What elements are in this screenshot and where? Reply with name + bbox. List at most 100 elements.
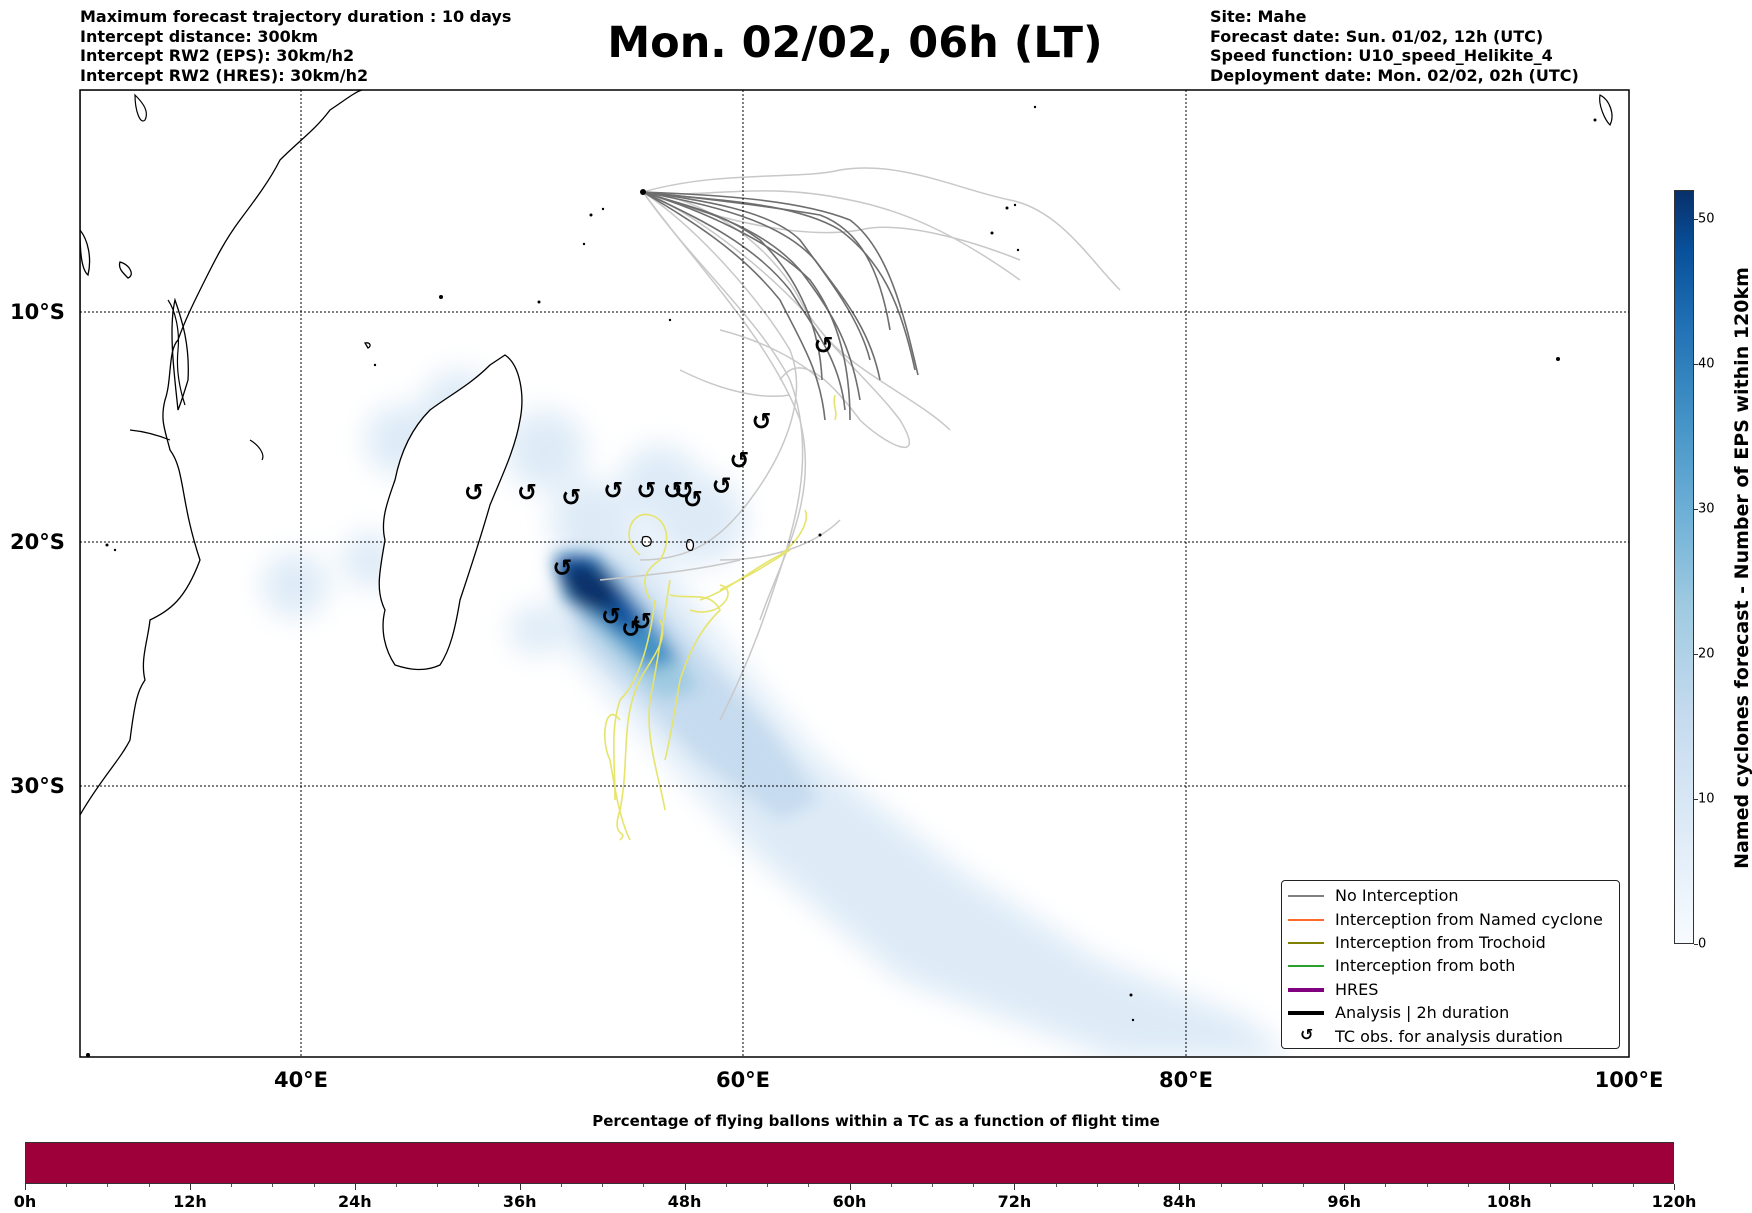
map-legend: No Interception Interception from Named … [1281, 880, 1620, 1049]
flight-time-colorbar-minor-tick [478, 1184, 480, 1187]
flight-time-colorbar-tickmark [189, 1184, 191, 1190]
density-colorbar-tick-label: 50 [1698, 211, 1715, 227]
tc-obs-marker: ↺ [552, 554, 572, 582]
flight-time-colorbar-minor-tick [808, 1184, 810, 1187]
lat-lon-grid [80, 90, 1629, 1057]
flight-time-colorbar-tickmark [1014, 1184, 1016, 1190]
flight-time-colorbar-minor-tick [1632, 1184, 1634, 1187]
tc-obs-marker: ↺ [752, 407, 772, 435]
header-intercept-hres: Intercept RW2 (HRES): 30km/h2 [80, 65, 369, 85]
lon-tick-80e: 80°E [1158, 1068, 1214, 1092]
tc-obs-marker: ↺ [663, 476, 683, 504]
header-intercept-distance: Intercept distance: 300km [80, 26, 319, 46]
tc-obs-marker: ↺ [712, 472, 732, 500]
tc-obs-marker: ↺ [632, 608, 652, 636]
flight-time-colorbar [25, 1142, 1674, 1184]
lat-tick-20s: 20°S [10, 530, 65, 554]
header-left-info: Maximum forecast trajectory duration : 1… [80, 7, 511, 85]
page-title: Mon. 02/02, 06h (LT) [607, 18, 1103, 68]
map-frame [79, 89, 1630, 1058]
flight-time-colorbar-tickmark [25, 1184, 26, 1190]
density-colorbar-tickmark [1694, 364, 1698, 365]
tc-obs-marker: ↺ [464, 479, 484, 507]
header-intercept-eps: Intercept RW2 (EPS): 30km/h2 [80, 46, 355, 65]
lon-tick-100e: 100°E [1594, 1068, 1664, 1092]
density-colorbar-tickmark [1694, 799, 1698, 800]
flight-time-colorbar-minor-tick [1467, 1184, 1469, 1187]
lakes [129, 93, 1613, 461]
flight-time-colorbar-tickmark [1344, 1184, 1346, 1190]
flight-time-colorbar-minor-tick [767, 1184, 769, 1187]
trajectory-lines-yellow [604, 394, 837, 841]
flight-time-colorbar-tickmark [684, 1184, 686, 1190]
tc-obs-marker: ↺ [813, 332, 833, 360]
density-colorbar-tickmark [1694, 219, 1698, 220]
lon-tick-60e: 60°E [715, 1068, 771, 1092]
header-forecast-date: Forecast date: Sun. 01/02, 12h (UTC) [1210, 26, 1544, 46]
tc-obs-markers: ↺↺↺↺↺↺↺↺↺↺↺↺↺↺ ↺↺ [464, 332, 834, 643]
header-max-duration: Maximum forecast trajectory duration : 1… [80, 7, 512, 26]
madagascar-coast [378, 354, 523, 671]
flight-time-colorbar-tick-label: 36h [502, 1192, 537, 1211]
flight-time-colorbar-minor-tick [1055, 1184, 1057, 1187]
flight-time-colorbar-minor-tick [437, 1184, 439, 1187]
flight-time-colorbar-tickmark [1179, 1184, 1181, 1190]
legend-label-named-cyclone: Interception from Named cyclone [1335, 910, 1603, 929]
header-site: Site: Mahe [1210, 7, 1307, 26]
legend-swatch-trochoid [1288, 942, 1324, 944]
flight-time-colorbar-minor-tick [973, 1184, 975, 1187]
density-colorbar-tick-label: 20 [1698, 646, 1715, 662]
density-colorbar-tickmark [1694, 654, 1698, 655]
tc-obs-icon: ↺ [1300, 1025, 1314, 1044]
tc-obs-marker: ↺ [636, 476, 656, 504]
legend-label-analysis: Analysis | 2h duration [1335, 1003, 1510, 1022]
lat-tick-10s: 10°S [10, 300, 65, 324]
flight-time-colorbar-minor-tick [107, 1184, 109, 1187]
density-colorbar-tick-label: 10 [1698, 791, 1715, 807]
reunion-island [641, 535, 652, 547]
flight-time-colorbar-tickmark [1509, 1184, 1511, 1190]
header-right-info: Site: Mahe Forecast date: Sun. 01/02, 12… [1210, 7, 1579, 85]
flight-time-colorbar-minor-tick [1138, 1184, 1140, 1187]
legend-label-both: Interception from both [1335, 956, 1516, 975]
tc-obs-marker: ↺ [603, 476, 623, 504]
legend-swatch-named-cyclone [1288, 919, 1324, 921]
density-colorbar-tickmark [1694, 509, 1698, 510]
flight-time-colorbar-minor-tick [148, 1184, 150, 1187]
flight-time-colorbar-minor-tick [1550, 1184, 1552, 1187]
tc-obs-marker: ↺ [561, 483, 581, 511]
africa-coast [80, 90, 363, 817]
legend-swatch-both [1288, 965, 1324, 967]
tc-obs-marker: ↺ [674, 476, 694, 504]
flight-time-colorbar-minor-tick [643, 1184, 645, 1187]
flight-time-colorbar-tick-label: 120h [1651, 1192, 1697, 1211]
density-colorbar-tick-label: 0 [1698, 936, 1707, 952]
flight-time-colorbar-tickmark [1674, 1184, 1675, 1190]
tc-obs-marker: ↺ [729, 447, 749, 475]
flight-time-colorbar-tick-label: 0h [13, 1192, 37, 1211]
mauritius-island [685, 539, 695, 551]
flight-time-colorbar-tick-label: 84h [1162, 1192, 1197, 1211]
tc-obs-marker: ↺ [621, 615, 641, 643]
tc-obs-marker: ↺ [517, 479, 537, 507]
flight-time-colorbar-title: Percentage of flying ballons within a TC… [592, 1112, 1160, 1130]
flight-time-colorbar-tickmark [849, 1184, 851, 1190]
flight-time-colorbar-tick-label: 24h [337, 1192, 372, 1211]
tc-obs-marker: ↺ [683, 486, 703, 514]
lat-tick-30s: 30°S [10, 774, 65, 798]
flight-time-colorbar-minor-tick [725, 1184, 727, 1187]
flight-time-colorbar-minor-tick [1261, 1184, 1263, 1187]
legend-label-tc-obs: TC obs. for analysis duration [1335, 1027, 1563, 1046]
small-islands [86, 105, 1597, 1057]
flight-time-colorbar-minor-tick [1591, 1184, 1593, 1187]
flight-time-colorbar-tick-label: 60h [832, 1192, 867, 1211]
flight-time-colorbar-tick-label: 108h [1486, 1192, 1532, 1211]
flight-time-colorbar-minor-tick [890, 1184, 892, 1187]
flight-time-colorbar-tick-label: 12h [173, 1192, 207, 1211]
flight-time-colorbar-minor-tick [396, 1184, 398, 1187]
flight-time-colorbar-minor-tick [1385, 1184, 1387, 1187]
density-colorbar-label: Named cyclones forecast - Number of EPS … [1731, 267, 1752, 869]
flight-time-colorbar-tickmark [354, 1184, 356, 1190]
trajectory-lines-dark [642, 191, 919, 421]
